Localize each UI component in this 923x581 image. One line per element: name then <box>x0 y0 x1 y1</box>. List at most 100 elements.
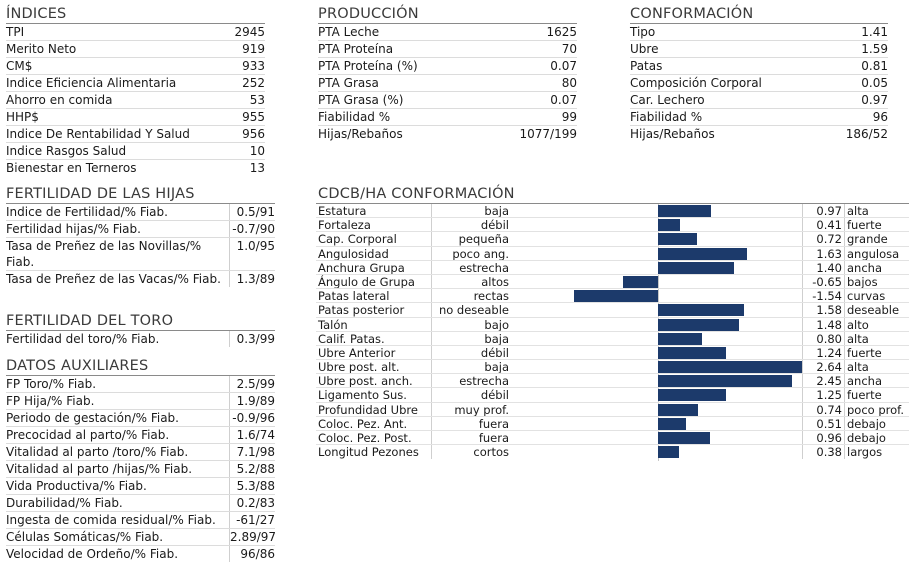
trait-value: 0.41 <box>802 218 842 233</box>
row-value: 186/52 <box>845 127 888 141</box>
table-row: Composición Corporal 0.05 <box>630 74 888 91</box>
row-label: Precocidad al parto/% Fiab. <box>6 428 170 442</box>
trait-name: Ubre post. anch. <box>318 374 413 389</box>
trait-high-label: largos <box>844 445 910 460</box>
row-label: Indice de Fertilidad/% Fiab. <box>6 205 168 219</box>
trait-value: 0.97 <box>802 204 842 219</box>
trait-name: Patas lateral <box>318 289 390 304</box>
table-row: Fertilidad del toro/% Fiab. 0.3/99 <box>6 330 275 347</box>
row-value: 919 <box>242 42 265 56</box>
trait-row: Anchura Grupa estrecha 1.40 ancha <box>316 259 910 275</box>
trait-high-label: ancha <box>844 260 910 275</box>
trait-high-label: alto <box>844 317 910 332</box>
trait-bar <box>658 432 711 444</box>
row-value: 1.59 <box>861 42 888 56</box>
trait-name: Coloc. Pez. Post. <box>318 431 412 445</box>
table-row: Hijas/Rebaños 186/52 <box>630 125 888 142</box>
trait-high-label: debajo <box>844 431 910 446</box>
table-row: Indice de Fertilidad/% Fiab. 0.5/91 <box>6 203 275 220</box>
table-row: Indice Eficiencia Alimentaria 252 <box>6 74 265 91</box>
trait-bar <box>658 403 699 416</box>
row-label: Patas <box>630 59 663 73</box>
row-label: FP Toro/% Fiab. <box>6 377 97 391</box>
trait-value: -0.65 <box>802 274 842 290</box>
table-row: CM$ 933 <box>6 57 265 74</box>
row-value: 80 <box>561 76 577 90</box>
cdcb-linear-chart: Estatura baja 0.97 alta Fortaleza débil 0.41 fu… <box>316 203 910 460</box>
row-label: FP Hija/% Fiab. <box>6 394 95 408</box>
trait-value: 1.40 <box>802 260 842 275</box>
table-row: Fiabilidad % 99 <box>318 108 577 125</box>
trait-high-label: deseable <box>844 303 910 318</box>
trait-name: Ubre post. alt. <box>318 360 400 375</box>
produccion-table: PTA Leche 1625 PTA Proteína 70 PTA Proteína … <box>318 23 577 142</box>
trait-low-label: estrecha <box>431 374 509 389</box>
trait-value: 1.63 <box>802 246 842 261</box>
table-row: Patas 0.81 <box>630 57 888 74</box>
trait-row: Calif. Patas. baja 0.80 alta <box>316 330 909 346</box>
trait-bar <box>658 346 726 359</box>
row-label: CM$ <box>6 59 33 73</box>
row-label: Car. Lechero <box>630 93 705 107</box>
trait-value: 1.25 <box>802 388 842 403</box>
conformacion-section: CONFORMACIÓN Tipo 1.41 Ubre 1.59 Patas 0.81 Co… <box>630 5 888 142</box>
row-label: Fiabilidad % <box>318 110 391 124</box>
table-row: PTA Grasa 80 <box>318 74 577 91</box>
trait-row: Patas posterior no deseable 1.58 deseable <box>316 302 910 318</box>
trait-low-label: débil <box>431 388 509 403</box>
trait-row: Coloc. Pez. Post. fuera 0.96 debajo <box>316 430 910 446</box>
produccion-section: PRODUCCIÓN PTA Leche 1625 PTA Proteína 70 PT… <box>318 5 577 142</box>
trait-value: 0.96 <box>802 431 842 446</box>
fertilidad-toro-section: FERTILIDAD DEL TORO Fertilidad del toro/… <box>6 312 275 347</box>
row-value: -61/27 <box>229 512 275 528</box>
cdcb-title: CDCB/HA CONFORMACIÓN <box>318 186 515 202</box>
row-label: Merito Neto <box>6 42 77 56</box>
row-label: Tasa de Preñez de las Novillas/% Fiab. <box>6 239 202 269</box>
trait-row: Ligamento Sus. débil 1.25 fuerte <box>316 387 910 403</box>
row-label: PTA Proteína (%) <box>318 59 418 73</box>
trait-value: 1.58 <box>802 303 842 318</box>
row-value: 5.3/88 <box>229 478 275 494</box>
trait-name: Patas posterior <box>318 303 405 318</box>
trait-bar <box>658 389 727 402</box>
trait-bar <box>658 304 745 317</box>
row-value: -0.9/96 <box>229 410 275 426</box>
trait-high-label: fuerte <box>844 345 910 361</box>
row-label: Ingesta de comida residual/% Fiab. <box>6 513 216 527</box>
row-label: Indice Rasgos Salud <box>6 144 127 158</box>
trait-value: 2.45 <box>802 374 842 389</box>
trait-low-label: baja <box>431 204 509 219</box>
fertilidad-hijas-section: FERTILIDAD DE LAS HIJAS Indice de Fertil… <box>6 185 275 287</box>
indices-title: ÍNDICES <box>6 6 67 22</box>
trait-name: Anchura Grupa <box>318 260 405 275</box>
trait-name: Coloc. Pez. Ant. <box>318 416 408 431</box>
row-value: 252 <box>242 76 265 90</box>
trait-row: Fortaleza débil 0.41 fuerte <box>316 217 910 233</box>
row-value: 1625 <box>546 25 577 39</box>
row-value: 0.07 <box>550 93 577 107</box>
trait-high-label: ancha <box>844 374 910 389</box>
row-label: Bienestar en Terneros <box>6 161 137 175</box>
row-label: TPI <box>6 25 25 39</box>
trait-high-label: fuerte <box>844 388 910 403</box>
trait-value: -1.54 <box>802 289 842 304</box>
indices-section: ÍNDICES TPI 2945 Merito Neto 919 CM$ 933 Indic… <box>6 5 265 176</box>
trait-bar <box>658 375 792 388</box>
row-label: Velocidad de Ordeño/% Fiab. <box>6 547 179 561</box>
trait-name: Profundidad Ubre <box>318 402 418 417</box>
table-row: Ubre 1.59 <box>630 40 888 57</box>
table-row: Tasa de Preñez de las Novillas/% Fiab. 1.… <box>6 237 275 270</box>
row-value: 1.9/89 <box>229 393 275 409</box>
table-row: FP Toro/% Fiab. 2.5/99 <box>6 375 275 392</box>
trait-name: Fortaleza <box>318 218 371 233</box>
trait-high-label: fuerte <box>844 218 910 233</box>
table-row: Células Somáticas/% Fiab. 2.89/97 <box>6 528 276 545</box>
datos-auxiliares-title: DATOS AUXILIARES <box>6 358 149 374</box>
table-row: Vida Productiva/% Fiab. 5.3/88 <box>6 477 275 494</box>
table-row: Bienestar en Terneros 13 <box>6 159 265 176</box>
row-label: Ubre <box>630 42 659 56</box>
conformacion-title: CONFORMACIÓN <box>630 6 754 22</box>
conformacion-table: Tipo 1.41 Ubre 1.59 Patas 0.81 Composición Cor… <box>630 23 888 142</box>
trait-row: Ubre Anterior débil 1.24 fuerte <box>316 344 910 361</box>
trait-high-label: debajo <box>844 416 910 432</box>
